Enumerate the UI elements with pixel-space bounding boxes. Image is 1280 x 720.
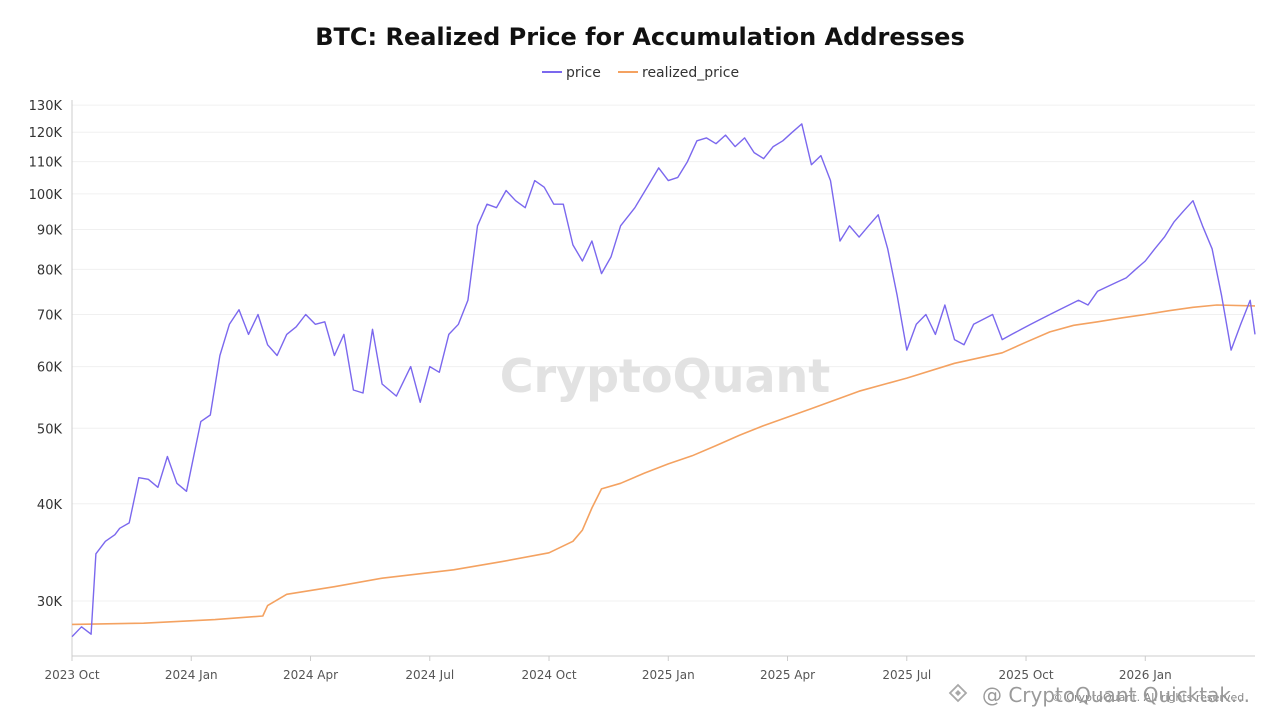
x-tick-label: 2024 Jul xyxy=(405,668,454,682)
x-axis: 2023 Oct 2024 Jan 2024 Apr 2024 Jul 2024 Oct… xyxy=(44,656,1172,682)
y-tick-label: 70K xyxy=(37,309,63,324)
y-tick-label: 50K xyxy=(37,422,63,437)
legend-item-realized-price[interactable]: realized_price xyxy=(618,65,739,81)
x-tick-label: 2023 Oct xyxy=(44,668,99,682)
cryptoquant-watermark: CryptoQuant xyxy=(500,349,831,403)
y-tick-label: 120K xyxy=(29,126,63,141)
y-tick-label: 110K xyxy=(29,156,63,171)
legend-item-price[interactable]: price xyxy=(542,65,601,81)
y-tick-label: 30K xyxy=(37,595,63,610)
series-line-realized-price xyxy=(71,304,1256,626)
series-layer xyxy=(71,123,1256,638)
x-tick-label: 2024 Jan xyxy=(165,668,218,682)
y-tick-label: 60K xyxy=(37,361,63,376)
chart-title: BTC: Realized Price for Accumulation Add… xyxy=(315,23,965,51)
x-tick-label: 2025 Jul xyxy=(882,668,931,682)
legend-realized-price-label: realized_price xyxy=(642,65,739,81)
y-tick-label: 40K xyxy=(37,498,63,513)
x-tick-label: 2025 Jan xyxy=(642,668,695,682)
copyright-text: © CryptoQuant. All rights reserved xyxy=(1052,691,1244,704)
y-axis: 30K 40K 50K 60K 70K 80K 90K 100K 110K 120K 130K xyxy=(29,99,63,610)
legend[interactable]: price realized_price xyxy=(542,65,739,81)
source-tag: @ CryptoQuant Quicktak... xyxy=(982,683,1250,707)
y-tick-label: 130K xyxy=(29,99,63,114)
legend-price-label: price xyxy=(566,65,601,81)
y-tick-label: 80K xyxy=(37,263,63,278)
y-tick-label: 100K xyxy=(29,188,63,203)
grid xyxy=(72,104,1255,602)
y-tick-label: 90K xyxy=(37,224,63,239)
x-tick-label: 2025 Apr xyxy=(760,668,815,682)
x-tick-label: 2024 Oct xyxy=(521,668,576,682)
x-tick-label: 2026 Jan xyxy=(1119,668,1172,682)
x-tick-label: 2024 Apr xyxy=(283,668,338,682)
x-tick-label: 2025 Oct xyxy=(998,668,1053,682)
source-logo-icon xyxy=(948,683,968,703)
series-line-price xyxy=(71,123,1256,638)
